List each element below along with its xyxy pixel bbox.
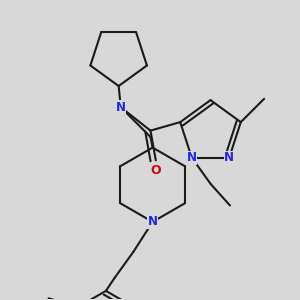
Text: N: N bbox=[116, 101, 126, 114]
Text: O: O bbox=[151, 164, 161, 177]
Text: N: N bbox=[224, 151, 234, 164]
Text: N: N bbox=[187, 151, 197, 164]
Text: N: N bbox=[148, 215, 158, 228]
